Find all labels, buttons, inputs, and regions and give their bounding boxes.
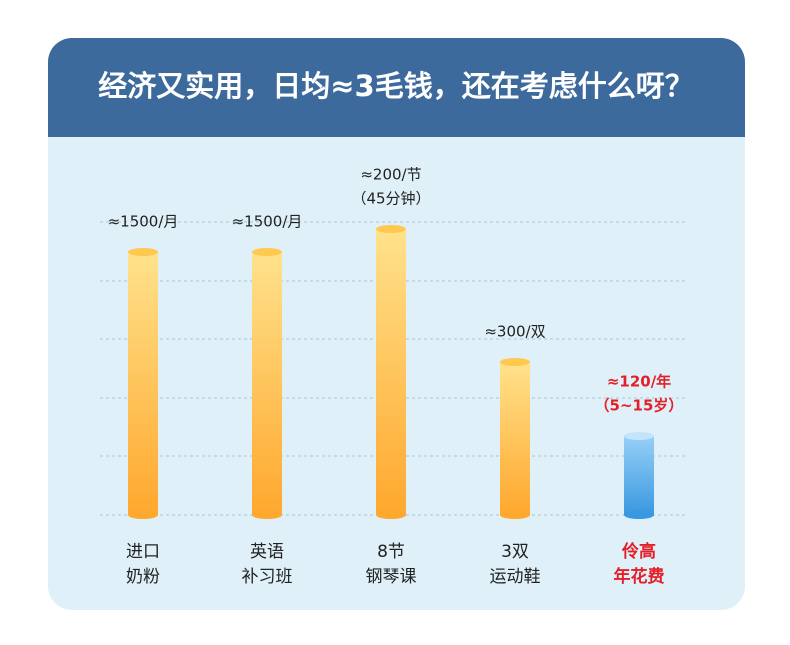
card-header: [48, 38, 745, 137]
category-label: 奶粉: [126, 567, 160, 587]
cylinder: [252, 252, 282, 515]
cylinder-top: [376, 225, 406, 233]
cylinder-bottom: [252, 511, 282, 519]
cylinder-top: [128, 248, 158, 256]
category-label: 运动鞋: [490, 567, 541, 587]
cylinder: [624, 436, 654, 515]
price-label: ≈1500/月: [108, 213, 179, 231]
cylinder-bottom: [500, 511, 530, 519]
category-label: 钢琴课: [366, 567, 417, 587]
cylinder-bottom: [128, 511, 158, 519]
category-label: 伶高: [621, 541, 656, 562]
price-label: ≈200/节: [360, 166, 421, 184]
category-label: 英语: [250, 542, 284, 562]
category-label: 补习班: [242, 567, 293, 587]
cylinder-bottom: [624, 511, 654, 519]
cylinder: [128, 252, 158, 515]
category-label: 8节: [377, 542, 405, 562]
cylinder-top: [624, 432, 654, 440]
grid: [100, 221, 686, 516]
category-label: 年花费: [614, 566, 665, 587]
cylinder: [376, 229, 406, 515]
category-label: 3双: [501, 542, 529, 562]
cylinder-bottom: [376, 511, 406, 519]
cylinder-top: [252, 248, 282, 256]
price-label: ≈1500/月: [232, 213, 303, 231]
cylinder: [500, 362, 530, 515]
price-label: ≈120/年: [607, 373, 671, 391]
cylinder-top: [500, 358, 530, 366]
columns: ≈1500/月进口奶粉≈1500/月英语补习班≈200/节（45分钟）8节钢琴课…: [108, 166, 684, 588]
price-label: ≈300/双: [484, 323, 545, 341]
price-label: （5~15岁）: [595, 397, 684, 415]
price-label: （45分钟）: [351, 190, 430, 208]
title: 经济又实用，日均≈3毛钱，还在考虑什么呀？: [98, 69, 693, 103]
category-label: 进口: [126, 542, 160, 562]
